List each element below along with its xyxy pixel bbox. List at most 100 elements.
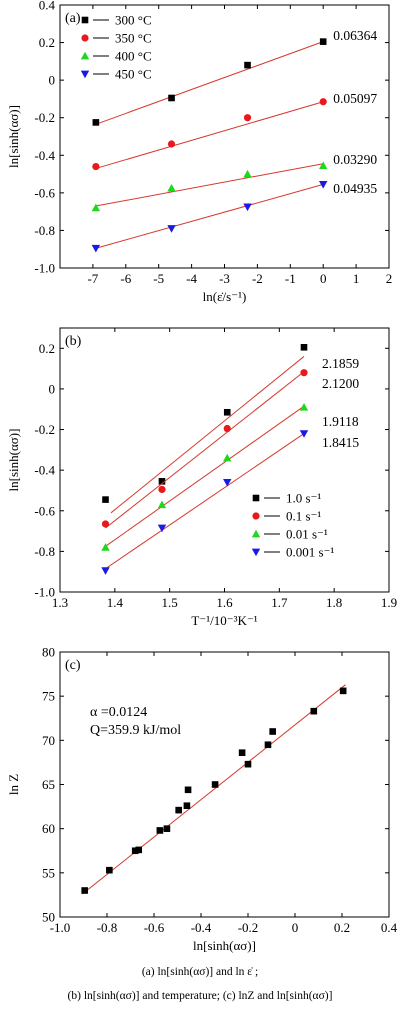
data-point — [168, 94, 175, 102]
data-point — [299, 403, 309, 411]
x-tick-label: 0 — [292, 920, 299, 935]
y-tick-label: 50 — [42, 910, 55, 925]
fit-line — [110, 356, 305, 514]
x-tick-label: 1.5 — [162, 595, 178, 610]
data-point — [243, 203, 252, 212]
y-tick-label: -0.6 — [34, 503, 55, 518]
x-axis-label: ln[sinh(ασ)] — [193, 938, 256, 953]
fit-line — [105, 371, 305, 529]
data-point — [91, 203, 101, 212]
fit-line — [105, 433, 305, 570]
data-point — [157, 524, 167, 533]
legend-label: 0.1 s⁻¹ — [286, 509, 321, 524]
data-point — [175, 806, 182, 814]
data-point — [101, 567, 110, 575]
y-tick-label: 0 — [49, 73, 56, 88]
data-point — [158, 478, 166, 485]
legend-label: 400 °C — [115, 49, 152, 64]
legend-marker — [251, 548, 261, 557]
x-tick-label: 1 — [353, 271, 360, 286]
data-point — [184, 786, 192, 794]
fit-line — [95, 183, 324, 249]
data-point — [223, 478, 232, 487]
x-tick-label: -2 — [252, 271, 263, 286]
y-tick-label: 60 — [42, 821, 55, 836]
x-tick-label: 1.4 — [107, 595, 124, 610]
data-point — [92, 119, 100, 126]
x-tick-label: 0.4 — [381, 920, 398, 935]
data-point — [183, 802, 191, 809]
panel-a: -7 -6 -5 -4 -3 -2 -1 0 1 2 -1.0 -0.8 -0.6 -0.4 -0.2 0 0.… — [6, 0, 392, 304]
x-tick-label: 1.3 — [52, 595, 68, 610]
legend-marker — [251, 529, 261, 538]
y-tick-label: 70 — [42, 733, 55, 748]
y-tick-label: 0.4 — [39, 0, 56, 13]
x-tick-label: -3 — [219, 271, 230, 286]
y-tick-label: 0.2 — [39, 341, 55, 356]
fit-line — [95, 101, 324, 169]
data-point — [244, 760, 252, 768]
fit-line — [95, 163, 324, 207]
data-point — [319, 181, 328, 189]
slope-label: 2.1200 — [322, 376, 359, 391]
legend-marker — [81, 34, 89, 42]
fit-line — [95, 41, 324, 125]
x-tick-label: -0.8 — [97, 920, 118, 935]
y-tick-label: 0.2 — [39, 35, 55, 50]
y-tick-label: 55 — [42, 865, 55, 880]
legend-marker — [80, 70, 90, 79]
data-point — [264, 741, 272, 749]
x-tick-label: -4 — [186, 271, 197, 286]
legend-label: 350 °C — [115, 31, 152, 46]
y-axis-label: ln[sinh(ασ)] — [6, 429, 21, 492]
y-tick-label: 0 — [49, 381, 56, 396]
y-tick-label: -0.4 — [34, 148, 55, 163]
annotation-alpha: α =0.0124 — [90, 705, 147, 720]
plot-frame — [59, 651, 390, 918]
data-point — [131, 847, 139, 855]
y-tick-label: -0.8 — [34, 544, 55, 559]
data-point — [101, 520, 110, 528]
data-point — [310, 707, 318, 715]
legend-marker — [252, 512, 260, 520]
data-point — [319, 161, 328, 170]
legend-label: 300 °C — [115, 13, 152, 28]
y-tick-label: 80 — [42, 645, 55, 660]
slope-label: 0.05097 — [333, 91, 377, 106]
plot-frame — [59, 4, 390, 269]
x-tick-label: -7 — [87, 271, 98, 286]
data-point — [106, 866, 113, 874]
data-point — [167, 183, 176, 192]
y-axis-label: ln[sinh(ασ)] — [6, 105, 21, 168]
y-tick-label: -0.4 — [34, 463, 55, 478]
panel-label: (c) — [65, 658, 81, 673]
annotation-q: Q=359.9 kJ/mol — [90, 723, 181, 738]
legend-marker — [252, 494, 260, 502]
x-axis-label: ln(ε̇/s⁻¹) — [203, 289, 247, 304]
fit-line — [105, 405, 305, 547]
data-point — [300, 369, 308, 377]
data-point — [158, 485, 166, 494]
x-tick-label: -0.6 — [144, 920, 165, 935]
x-tick-label: -5 — [153, 271, 164, 286]
panel-label: (a) — [65, 11, 81, 26]
x-tick-label: 1.9 — [381, 595, 397, 610]
x-tick-label: -0.2 — [238, 920, 259, 935]
x-tick-label: 0.2 — [334, 920, 350, 935]
slope-label: 2.1859 — [322, 356, 359, 371]
slope-label: 1.9118 — [322, 414, 359, 429]
legend-label: 0.01 s⁻¹ — [286, 527, 328, 542]
x-tick-label: 0 — [320, 271, 327, 286]
y-tick-label: -1.0 — [34, 261, 55, 276]
fit-line — [82, 684, 346, 895]
data-point — [81, 887, 88, 894]
caption-line-2: (b) ln[sinh(ασ)] and temperature; (c) ln… — [67, 990, 333, 1002]
x-tick-label: 1.8 — [326, 595, 342, 610]
legend-marker — [81, 16, 89, 24]
y-tick-label: -0.2 — [34, 110, 55, 125]
data-point — [339, 687, 347, 695]
data-point — [156, 827, 164, 834]
caption-line-1: (a) ln[sinh(ασ)] and ln ε̇ ; — [141, 966, 259, 978]
legend-marker — [80, 51, 90, 60]
